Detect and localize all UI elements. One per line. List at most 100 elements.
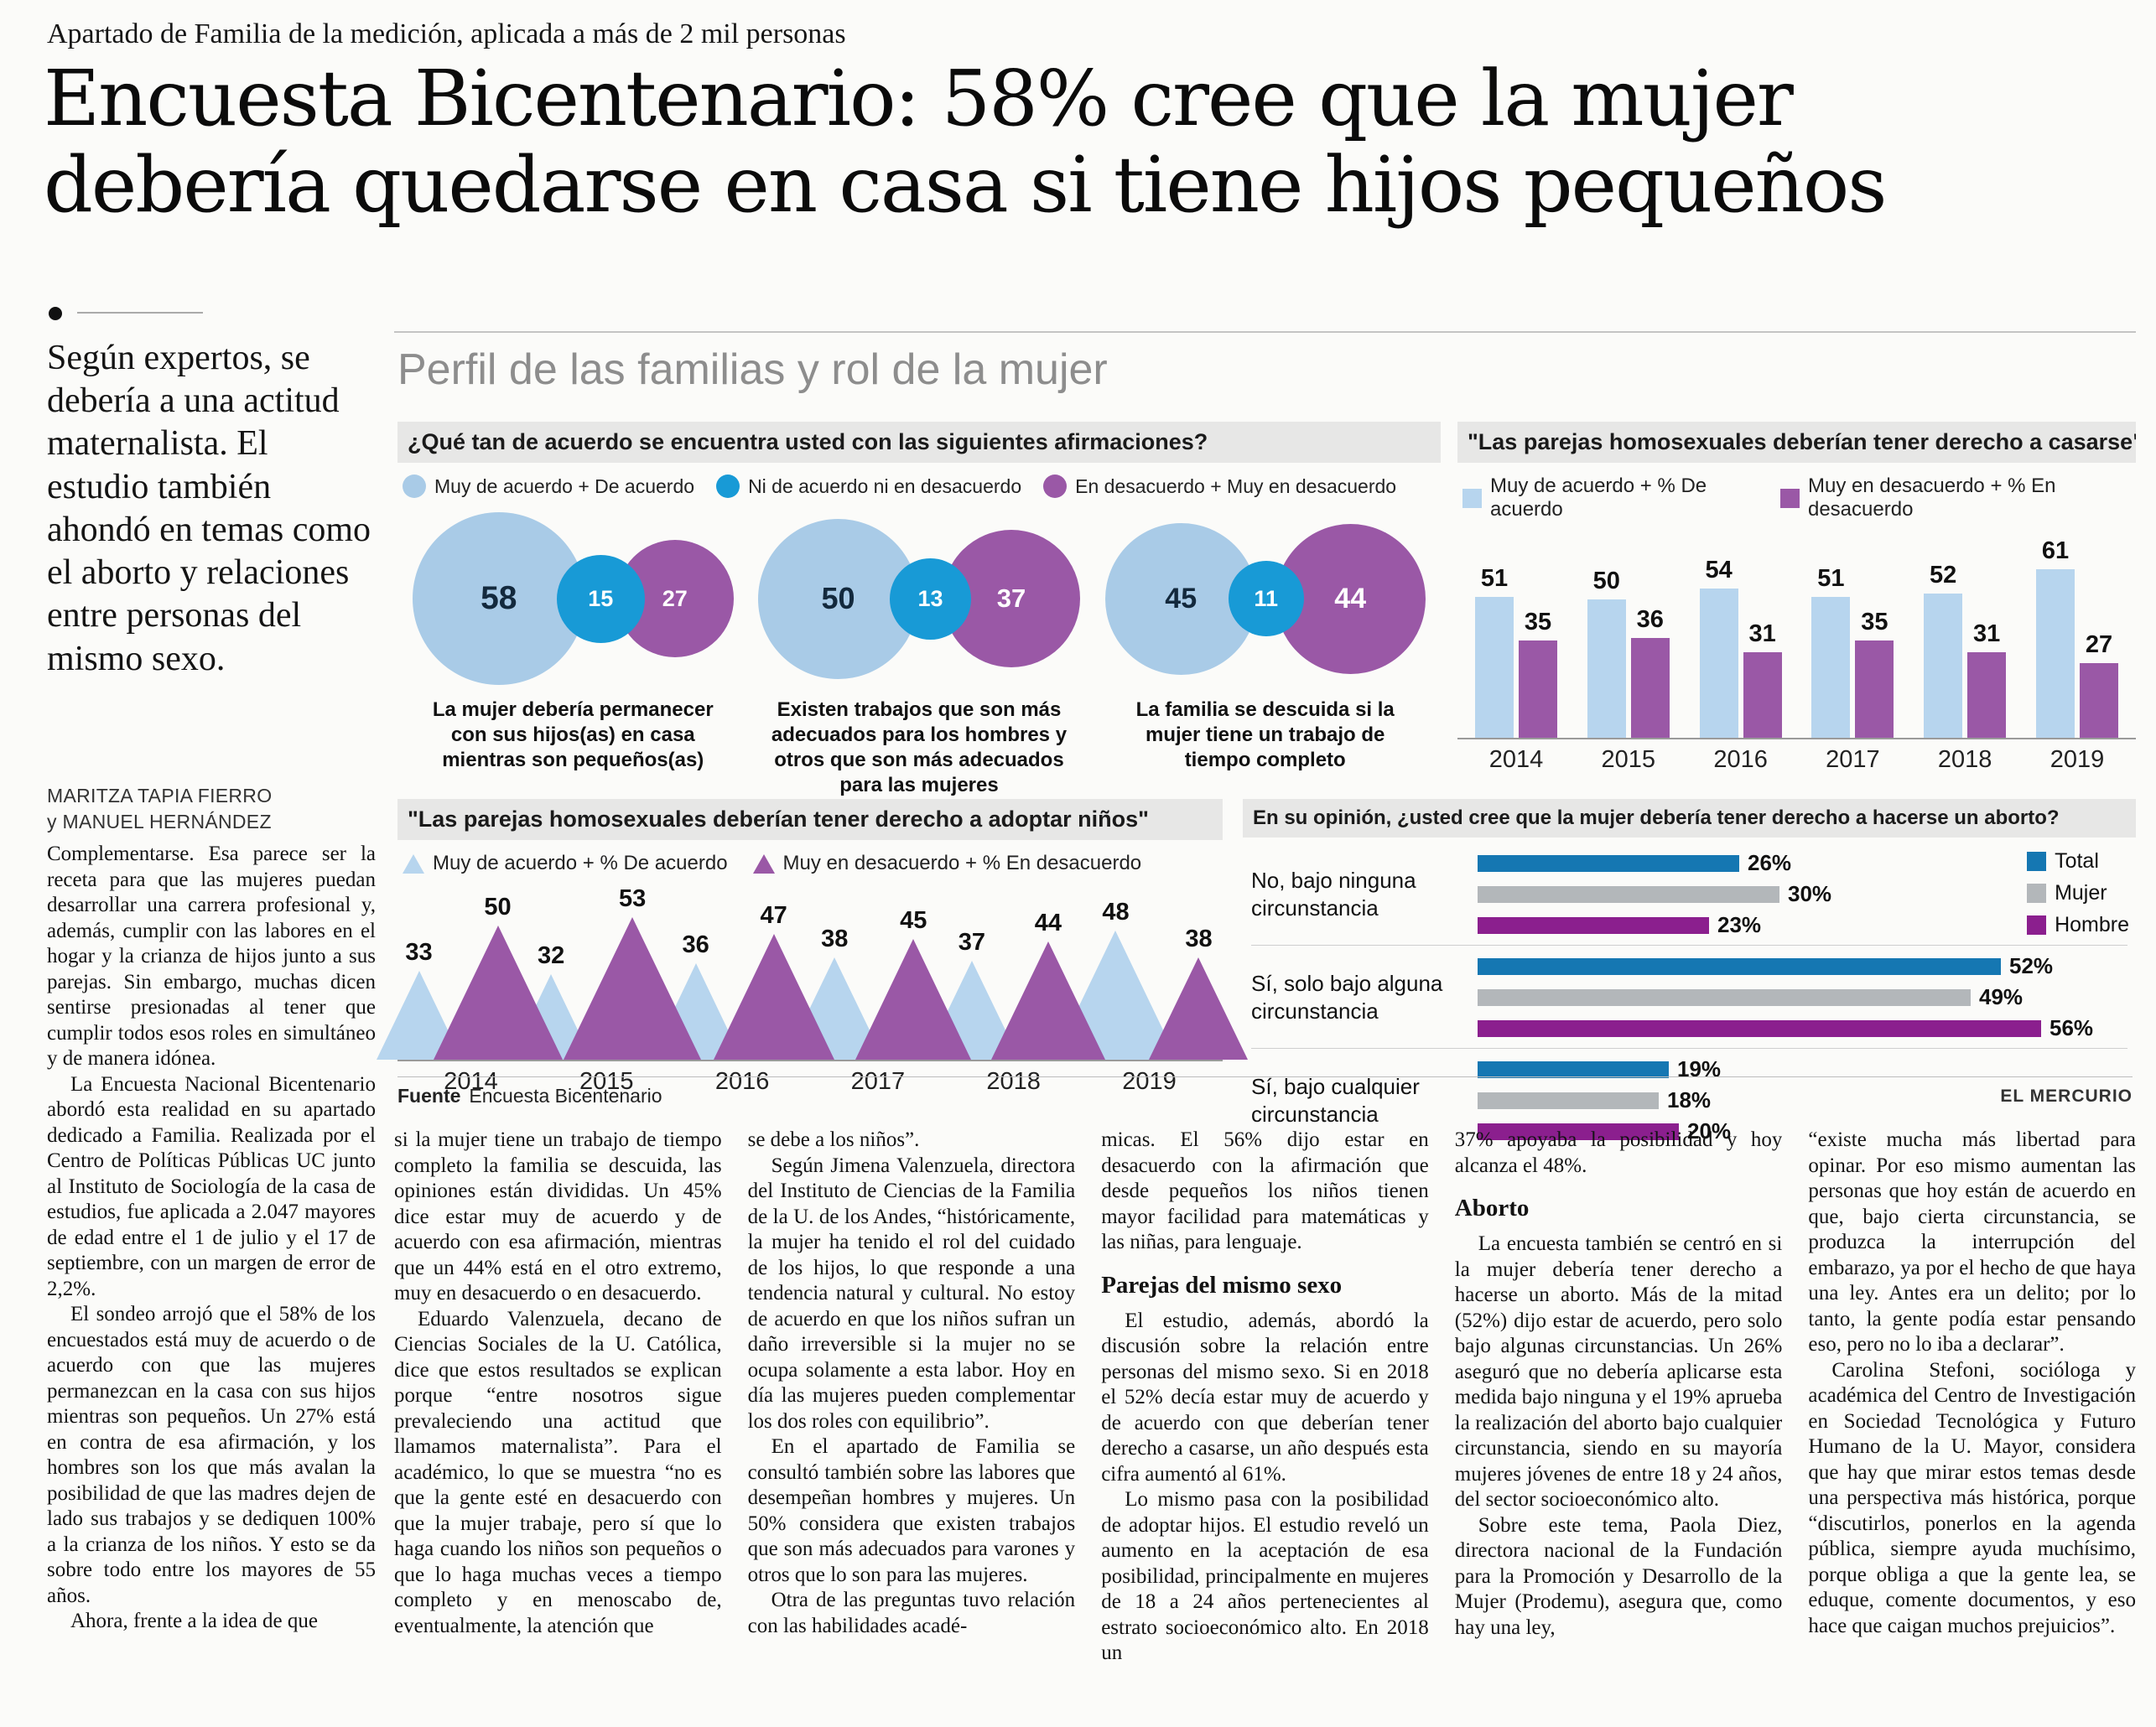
bar-col: 36	[1630, 606, 1670, 738]
legend-label: Muy de acuerdo + % De acuerdo	[433, 852, 728, 874]
legend-label: Total	[2055, 849, 2099, 873]
legend-swatch	[716, 475, 740, 498]
year-label: 2018	[1937, 746, 1992, 773]
triangle-group: 33 50	[376, 894, 563, 1060]
bar	[2079, 663, 2118, 738]
bar	[1630, 638, 1670, 738]
bar	[1519, 640, 1557, 738]
bubble-legend: Muy de acuerdo + De acuerdo Ni de acuerdo…	[403, 475, 1436, 498]
legend-label: Muy de acuerdo + De acuerdo	[434, 475, 695, 497]
body-paragraph: Según Jimena Valenzuela, directora del I…	[747, 1154, 1076, 1433]
bar-value: 50	[1592, 568, 1620, 594]
triangle-col: 47	[713, 902, 834, 1060]
bar-value: 31	[1973, 620, 2001, 647]
section-bullet	[49, 307, 62, 320]
bubble-row: 58 15 27	[412, 508, 734, 689]
abortion-bar-line: 20%	[1478, 1118, 2127, 1144]
bar-col: 51	[1811, 565, 1851, 738]
abortion-bar-line: 52%	[1478, 953, 2127, 979]
bar	[1478, 1123, 1679, 1140]
byline-line-2: y MANUEL HERNÁNDEZ	[47, 811, 272, 833]
legend-item: Total	[2027, 849, 2129, 874]
bar	[1478, 885, 1779, 903]
bar-value: 19%	[1677, 1056, 1722, 1081]
abortion-row: No, bajo ninguna circunstancia 26% 30% 23%	[1251, 843, 2127, 946]
bar-group: 54 31	[1691, 557, 1791, 738]
bar-value: 27	[2085, 631, 2113, 658]
tri-plot: 33 50 32 53 36 47 38 45 37 44 48 38	[376, 882, 1249, 1061]
abortion-category-label: Sí, bajo cualquier circunstancia	[1251, 1074, 1420, 1127]
body-paragraph: si la mujer tiene un trabajo de tiempo c…	[394, 1128, 722, 1304]
body-paragraph: se debe a los niños”.	[747, 1128, 920, 1151]
legend-item: Muy en desacuerdo + % En desacuerdo	[752, 852, 1141, 875]
body-paragraph: El sondeo arrojó que el 58% de los encue…	[47, 1303, 376, 1607]
triangle-value: 47	[760, 902, 787, 929]
triangle-value: 50	[484, 894, 512, 921]
body-col-5: 37% apoyaba la posibilidad y hoy alcanza…	[1455, 1128, 1783, 1724]
body-paragraph: micas. El 56% dijo estar en desacuerdo c…	[1101, 1128, 1429, 1253]
abortion-row: Sí, bajo cualquier circunstancia 19% 18% 20…	[1251, 1049, 2127, 1151]
abortion-chart-title: En su opinión, ¿usted cree que la mujer …	[1243, 799, 2136, 838]
year-label: 2018	[986, 1068, 1041, 1095]
bar-value: 56%	[2049, 1015, 2094, 1040]
bar-value: 36	[1636, 606, 1664, 633]
triangle	[713, 934, 834, 1060]
triangle	[855, 939, 972, 1060]
legend-item: Muy de acuerdo + % De acuerdo	[1462, 475, 1755, 521]
panel-agreement-bubbles: ¿Qué tan de acuerdo se encuentra usted c…	[397, 422, 1441, 796]
triangle-swatch	[403, 853, 424, 874]
deck: Según expertos, se debería a una actitud…	[47, 339, 371, 678]
body-subhead: Parejas del mismo sexo	[1101, 1271, 1343, 1299]
bar	[1478, 1092, 1659, 1109]
bar-value: 49%	[1979, 984, 2024, 1009]
body-col-2: si la mujer tiene un trabajo de tiempo c…	[394, 1128, 722, 1724]
bar-value: 20%	[1687, 1118, 1732, 1144]
bar-col: 51	[1475, 565, 1514, 738]
bar-col: 35	[1855, 609, 1894, 738]
bar-value: 35	[1861, 609, 1888, 635]
legend-item: Mujer	[2027, 881, 2129, 905]
legend-swatch	[2027, 915, 2047, 935]
bar-group: 61 27	[2027, 537, 2127, 738]
legend-label: Hombre	[2055, 913, 2129, 936]
adoption-legend: Muy de acuerdo + % De acuerdo Muy en desa…	[403, 852, 1218, 875]
bar	[1924, 594, 1963, 738]
bubble-caption: Existen trabajos que son más adecuados p…	[771, 698, 1068, 796]
abortion-bars: 52% 49% 56%	[1478, 953, 2127, 1041]
abortion-bar-line: 23%	[1478, 912, 2127, 938]
body-paragraph: Ahora, frente a la idea de que	[70, 1610, 318, 1632]
abortion-category-label: Sí, solo bajo alguna circunstancia	[1251, 971, 1443, 1024]
bar-value: 30%	[1788, 881, 1832, 906]
abortion-bars: 26% 30% 23%	[1478, 850, 2127, 938]
legend-label: Muy en desacuerdo + % En desacuerdo	[1807, 475, 2056, 521]
bar	[1475, 597, 1514, 738]
body-paragraph: La encuesta también se centró en si la m…	[1454, 1232, 1783, 1512]
bars-plot: 51 35 50 36 54 31 51 35 52 31 61 27	[1457, 528, 2136, 739]
triangle-value: 44	[1034, 910, 1062, 936]
body-col-6: “existe mucha más libertad para opinar. …	[1808, 1128, 2136, 1724]
abortion-bar-line: 30%	[1478, 881, 2127, 907]
bubble-neutral: 13	[889, 558, 971, 640]
bars-years: 2014 2015 2016 2017 2018 2019	[1457, 746, 2136, 774]
bubble-disagree: 37	[942, 530, 1080, 667]
body-paragraph: Sobre este tema, Paola Diez, directora n…	[1454, 1513, 1783, 1639]
section-rule	[77, 312, 203, 314]
body-paragraph: En el apartado de Familia se consultó ta…	[747, 1435, 1076, 1586]
legend-swatch	[1043, 475, 1068, 498]
panel-abortion-bars: En su opinión, ¿usted cree que la mujer …	[1243, 799, 2136, 1144]
abortion-row: Sí, solo bajo alguna circunstancia 52% 49%…	[1251, 946, 2127, 1049]
marriage-legend: Muy de acuerdo + % De acuerdo Muy en desa…	[1462, 475, 2131, 521]
bar-col: 50	[1587, 568, 1626, 738]
triangle-group: 48 38	[1053, 899, 1249, 1060]
triangle-value: 33	[405, 939, 433, 966]
bubble-cluster: 45 11 44 La familia se descuida si la mujer…	[1094, 508, 1436, 798]
legend-swatch	[2027, 884, 2047, 903]
headline-line-1: Encuesta Bicentenario: 58% cree que la m…	[44, 54, 1794, 143]
body-paragraph: Lo mismo pasa con la posibilidad de adop…	[1101, 1488, 1429, 1665]
bubble-agree: 58	[412, 512, 585, 685]
legend-label: Ni de acuerdo ni en desacuerdo	[748, 475, 1022, 497]
triangle	[433, 926, 563, 1060]
year-label: 2016	[714, 1068, 770, 1095]
legend-item: Hombre	[2027, 913, 2129, 937]
